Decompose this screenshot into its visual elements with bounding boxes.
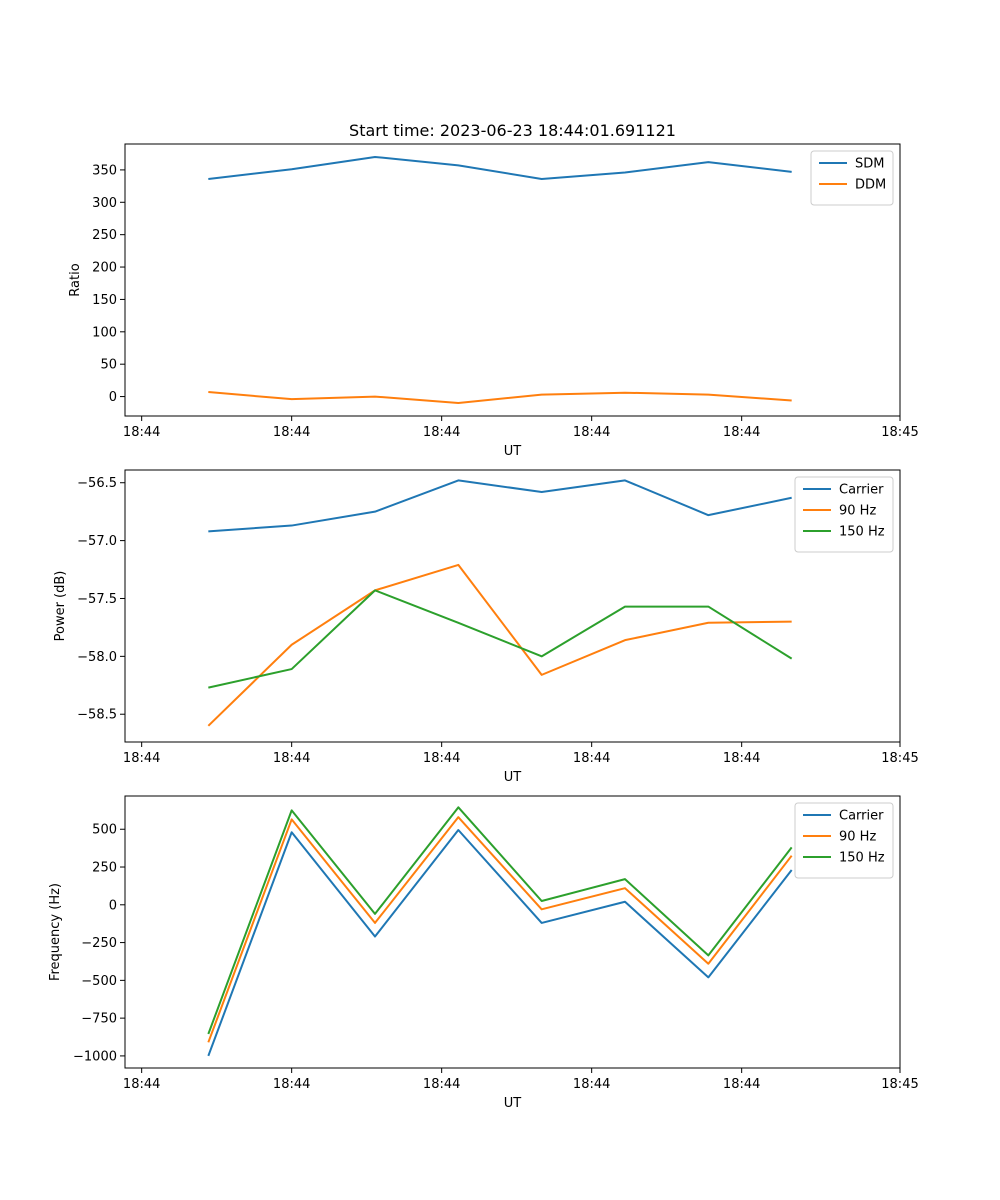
y-tick-label: 250 <box>92 228 117 243</box>
x-tick-label: 18:44 <box>423 425 460 440</box>
y-tick-label: −57.5 <box>77 592 117 607</box>
series-line-150-hz <box>208 589 793 689</box>
y-tick-label: 300 <box>92 196 117 211</box>
x-tick-label: 18:44 <box>273 425 310 440</box>
y-tick-label: −57.0 <box>77 534 117 549</box>
x-tick-label: 18:44 <box>423 1077 460 1092</box>
subplot-power: 18:44 18:44 18:44 18:44 18:44 18:45 −58.5 −58.0… <box>53 469 919 785</box>
legend-label-150-hz: 150 Hz <box>839 851 885 866</box>
legend-label-90-hz: 90 Hz <box>839 830 876 845</box>
y-tick-label: 250 <box>92 861 117 876</box>
x-tick-label: 18:44 <box>723 1077 760 1092</box>
legend-box <box>794 476 894 553</box>
legend-label-carrier: Carrier <box>839 483 884 498</box>
y-axis-label: Frequency (Hz) <box>48 883 63 981</box>
x-tick-label: 18:44 <box>273 1077 310 1092</box>
y-tick-label: 150 <box>92 293 117 308</box>
y-tick-label: 0 <box>109 898 117 913</box>
y-tick-label: −58.0 <box>77 650 117 665</box>
axes-frame <box>124 143 901 417</box>
x-axis-label: UT <box>504 444 522 459</box>
x-tick-label: 18:44 <box>573 1077 610 1092</box>
subplot-ratio: 18:44 18:44 18:44 18:44 18:44 18:45 0 50 100 150 2… <box>68 143 919 459</box>
y-tick-label: 100 <box>92 325 117 340</box>
x-axis-label: UT <box>504 770 522 785</box>
subplot-frequency: 18:44 18:44 18:44 18:44 18:44 18:45 −1000 −750 −… <box>48 795 919 1111</box>
x-tick-label: 18:44 <box>573 425 610 440</box>
x-tick-label: 18:44 <box>723 425 760 440</box>
legend-box <box>794 802 894 879</box>
y-axis-label: Power (dB) <box>53 571 68 642</box>
y-tick-label: −58.5 <box>77 708 117 723</box>
y-tick-label: 50 <box>100 358 117 373</box>
y-tick-label: 500 <box>92 823 117 838</box>
x-tick-label: 18:45 <box>881 751 918 766</box>
axes-frame <box>124 469 901 743</box>
y-tick-label: −1000 <box>73 1049 117 1064</box>
x-tick-label: 18:44 <box>123 1077 160 1092</box>
x-tick-label: 18:45 <box>881 1077 918 1092</box>
x-tick-label: 18:44 <box>573 751 610 766</box>
y-axis-label: Ratio <box>68 263 83 296</box>
legend-label-carrier: Carrier <box>839 809 884 824</box>
y-tick-label: −750 <box>81 1012 117 1027</box>
series-line-carrier <box>208 479 792 533</box>
series-line-carrier <box>207 829 793 1057</box>
x-tick-label: 18:44 <box>273 751 310 766</box>
series-line-90-hz <box>207 563 792 727</box>
series-line-90-hz <box>207 816 793 1043</box>
legend-label-sdm: SDM <box>855 157 884 172</box>
x-axis-label: UT <box>504 1096 522 1111</box>
legend-box <box>810 150 894 206</box>
series-line-ddm <box>208 391 792 405</box>
axes-frame <box>124 795 901 1069</box>
legend-label-150-hz: 150 Hz <box>839 525 885 540</box>
x-tick-label: 18:44 <box>123 425 160 440</box>
x-tick-label: 18:44 <box>723 751 760 766</box>
x-tick-label: 18:45 <box>881 425 918 440</box>
y-tick-label: 0 <box>109 390 117 405</box>
figure-title: Start time: 2023-06-23 18:44:01.691121 <box>349 121 676 140</box>
y-tick-label: 200 <box>92 261 117 276</box>
y-tick-label: −500 <box>81 974 117 989</box>
series-line-150-hz <box>207 806 793 1035</box>
series-line-sdm <box>208 155 792 180</box>
legend-label-ddm: DDM <box>855 178 886 193</box>
x-tick-label: 18:44 <box>123 751 160 766</box>
y-tick-label: −56.5 <box>77 476 117 491</box>
y-tick-label: 350 <box>92 163 117 178</box>
y-tick-label: −250 <box>81 936 117 951</box>
x-tick-label: 18:44 <box>423 751 460 766</box>
legend-label-90-hz: 90 Hz <box>839 504 876 519</box>
